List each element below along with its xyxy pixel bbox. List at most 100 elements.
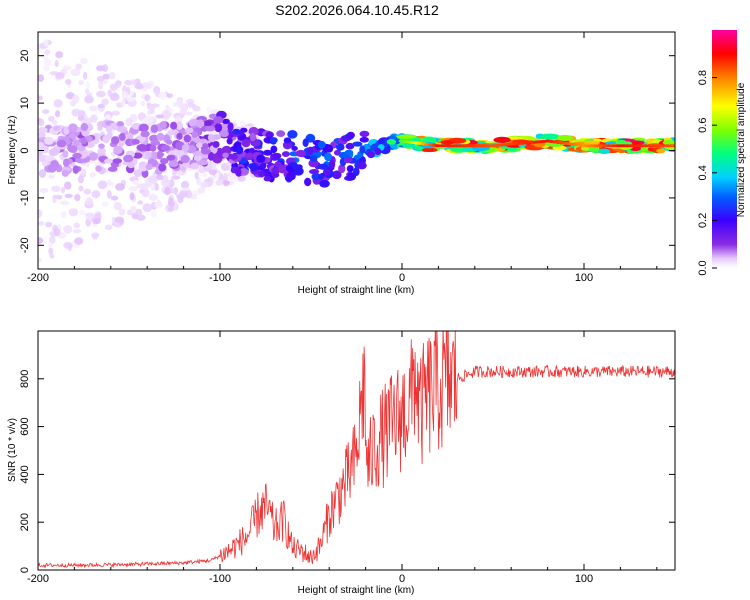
spectrogram-band-blob (583, 140, 600, 146)
snr-x-label: Height of straight line (km) (298, 585, 415, 596)
spectrogram-band-blob (47, 163, 57, 173)
snr-x-tick-label: 100 (575, 573, 593, 585)
spectrogram-noise-blob (55, 51, 64, 59)
spectrogram-noise-blob (77, 114, 85, 122)
spectrogram-band-blob (191, 131, 199, 138)
snr-panel: -200 -100 0 100 0 200 400 600 800 Height of str… (7, 330, 676, 596)
spectrogram-noise-blob (88, 105, 98, 112)
spectrogram-noise-blob (53, 228, 61, 237)
spectrogram-band-blob (63, 126, 70, 135)
colorbar-ticks: 0.0 0.2 0.4 0.6 0.8 (697, 70, 717, 276)
spectrogram-noise-blob (111, 216, 116, 224)
spectrogram-band-blob (158, 163, 167, 172)
spectrogram-band-blob (246, 152, 254, 158)
spectrogram-noise-blob (215, 179, 224, 186)
spectrogram-noise-blob (141, 189, 150, 198)
snr-y-tick-label: 400 (19, 465, 31, 483)
spectrogram-noise-blob (96, 75, 105, 82)
spectrogram-noise-blob (60, 200, 70, 206)
spectrogram-y-label: Frequency (Hz) (7, 116, 18, 185)
spectrogram-noise-blob (121, 90, 129, 99)
spectrogram-band-blob (200, 148, 211, 155)
spectrogram-band-blob (138, 123, 149, 133)
spectrogram-noise-blob (54, 59, 59, 68)
colorbar-tick-label: 0.4 (697, 165, 709, 180)
spectrogram-band-blob (274, 161, 283, 168)
spectrogram-band-blob (386, 139, 397, 145)
spectrogram-noise-blob (85, 218, 92, 227)
spectrogram-x-tick-label: 0 (399, 272, 405, 284)
spectrogram-noise-blob (89, 172, 96, 178)
spectrogram-band-blob (338, 164, 346, 174)
spectrogram-noise-blob (113, 202, 122, 211)
spectrogram-noise-blob (223, 172, 229, 180)
spectrogram-band-blob (140, 130, 150, 138)
spectrogram-band-blob (116, 121, 125, 127)
spectrogram-x-ticks: -200 -100 0 100 (27, 32, 658, 284)
snr-x-tick-label: -200 (27, 573, 49, 585)
spectrogram-band-blob (317, 140, 326, 149)
spectrogram-band-blob (251, 140, 261, 147)
spectrogram-noise-blob (98, 80, 104, 90)
spectrogram-y-tick-label: 10 (19, 97, 31, 109)
spectrogram-noise-blob (38, 221, 45, 226)
spectrogram-band-blob (281, 151, 290, 157)
spectrogram-band-blob (62, 158, 70, 167)
spectrogram-noise-blob (141, 81, 152, 88)
spectrogram-band-blob (61, 169, 69, 177)
spectrogram-band-blob (192, 150, 202, 157)
spectrogram-noise-blob (38, 257, 42, 263)
spectrogram-noise-blob (175, 99, 184, 108)
spectrogram-band-blob (72, 165, 80, 174)
spectrogram-band-blob (221, 118, 230, 125)
spectrogram-band-blob (540, 133, 561, 140)
spectrogram-noise-blob (125, 96, 136, 102)
spectrogram-band-blob (88, 152, 98, 161)
spectrogram-band-blob (304, 177, 312, 187)
spectrogram-band-blob (318, 174, 325, 180)
spectrogram-noise-blob (96, 90, 106, 98)
spectrogram-noise-blob (150, 109, 155, 115)
spectrogram-band-blob (598, 148, 611, 154)
spectrogram-band-blob (397, 134, 417, 139)
spectrogram-band-blob (440, 140, 455, 145)
spectrogram-noise-blob (108, 71, 116, 80)
spectrogram-band-blob (662, 139, 675, 146)
spectrogram-band-blob (180, 155, 190, 164)
spectrogram-band-blob (229, 153, 238, 160)
snr-series-line (38, 331, 675, 569)
spectrogram-noise-blob (101, 98, 109, 106)
spectrogram-band-blob (307, 146, 314, 155)
spectrogram-ridge-core (671, 144, 675, 148)
spectrogram-band-blob (207, 151, 215, 161)
spectrogram-band-blob (359, 130, 370, 138)
spectrogram-band-blob (248, 126, 259, 136)
spectrogram-band-blob (324, 152, 333, 162)
spectrogram-band-blob (166, 154, 176, 161)
spectrogram-band-blob (319, 179, 330, 188)
spectrogram-band-blob (346, 165, 354, 173)
spectrogram-noise-blob (119, 218, 125, 226)
spectrogram-band-blob (249, 163, 259, 172)
spectrogram-band-blob (309, 168, 320, 175)
spectrogram-band-blob (105, 125, 113, 133)
spectrogram-x-tick-label: 100 (575, 272, 593, 284)
spectrogram-band-blob (150, 124, 159, 133)
spectrogram-noise-blob (52, 119, 58, 126)
spectrogram-band-blob (450, 147, 467, 153)
spectrogram-band-blob (150, 140, 161, 146)
spectrogram-band-blob (213, 116, 224, 124)
spectrogram-band-blob (262, 149, 273, 156)
spectrogram-noise-blob (185, 111, 193, 116)
spectrogram-noise-blob (72, 229, 82, 234)
spectrogram-noise-blob (38, 237, 44, 245)
spectrogram-noise-blob (70, 68, 81, 77)
spectrogram-noise-blob (134, 82, 145, 90)
spectrogram-noise-blob (194, 171, 199, 180)
spectrogram-band-blob (56, 139, 67, 148)
spectrogram-noise-blob (146, 104, 156, 111)
spectrogram-band-blob (102, 134, 110, 144)
spectrogram-band-blob (249, 132, 256, 142)
spectrogram-band-blob (332, 170, 342, 180)
spectrogram-band-blob (116, 125, 128, 133)
